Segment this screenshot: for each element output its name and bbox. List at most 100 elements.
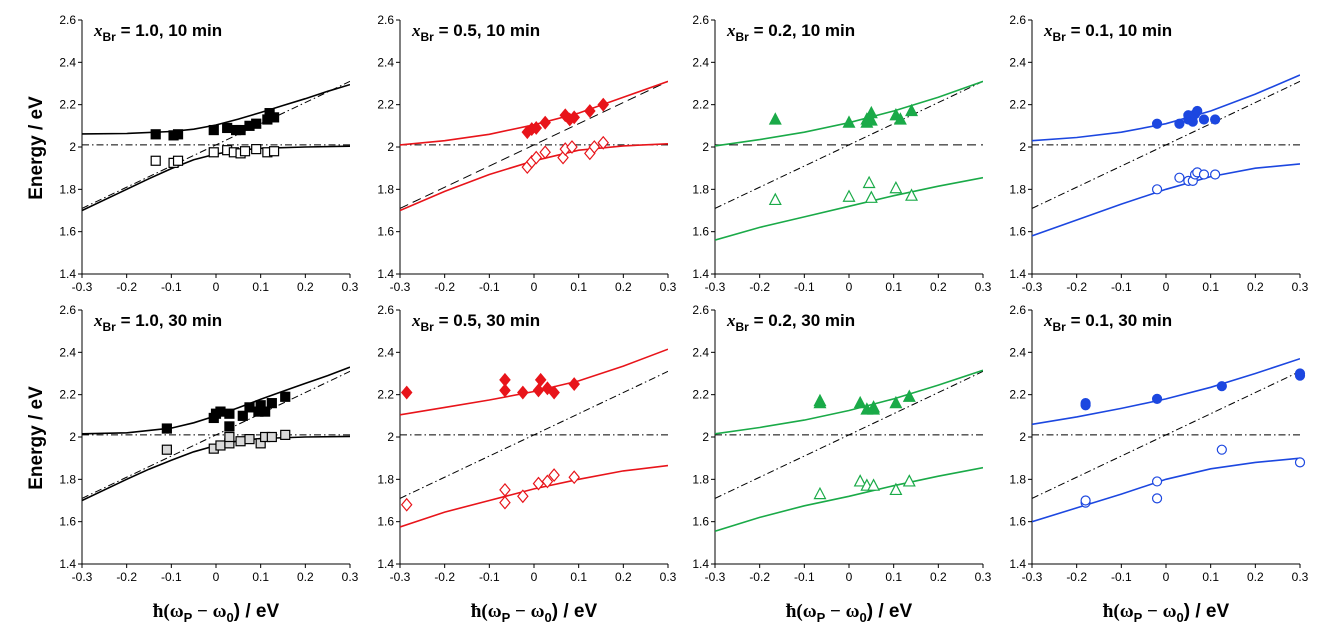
panel-title-text: = 0.5, 30 min [434, 311, 540, 330]
panel-3: 1.4 1.6 1.8 2 2.2 2.4 2.6 -0.3 -0.2 -0.1 0 0.1 0.2 0.… [692, 13, 991, 294]
panel-title: xBr = 0.1, 10 min [1043, 21, 1172, 44]
x-tick-label: 0.1 [252, 570, 269, 584]
panel-title-symbol: x [411, 311, 421, 330]
y-tick-label: 2.4 [59, 345, 76, 359]
panel-title-text: = 0.5, 10 min [434, 21, 540, 40]
x-tick-label: 0.1 [570, 570, 587, 584]
upper-polariton-point [1294, 368, 1306, 379]
photon-mode-line [400, 80, 668, 209]
upper-polariton-point [235, 124, 246, 136]
upper-polariton-point [1198, 114, 1210, 125]
x-tick-label: 0.1 [570, 280, 587, 294]
y-tick-label: 2.6 [692, 303, 709, 317]
x-axis-label: ħ(ωP − ω0) / eV [153, 601, 280, 625]
x-axis-label: ħ(ωP − ω0) / eV [1103, 601, 1230, 625]
photon-mode-line [1032, 370, 1300, 499]
panel-title-text: = 1.0, 30 min [116, 311, 222, 330]
x-tick-label: 0.1 [885, 280, 902, 294]
upper-polariton-point [1210, 114, 1221, 125]
y-tick-label: 2.4 [377, 55, 394, 69]
upper-polariton-point [1216, 381, 1227, 392]
y-tick-label: 1.6 [1009, 225, 1026, 239]
x-tick-label: 0 [531, 570, 538, 584]
x-tick-label: 0.2 [930, 280, 947, 294]
lower-polariton-fit [715, 466, 983, 532]
lower-polariton-point [568, 470, 580, 485]
lower-polariton-point [499, 495, 511, 510]
upper-polariton-fit [715, 80, 983, 147]
y-tick-label: 2.4 [59, 55, 76, 69]
panel-title-symbol: x [411, 21, 421, 40]
upper-polariton-point [889, 395, 903, 409]
upper-polariton-point [237, 410, 248, 421]
y-tick-label: 1.4 [692, 557, 709, 571]
upper-polariton-point [224, 408, 235, 419]
upper-polariton-point [1151, 393, 1163, 404]
x-tick-label: 0.1 [885, 570, 902, 584]
panel-grid: 1.4 1.6 1.8 2 2.2 2.4 2.6 -0.3 -0.2 -0.1 0 0.1 0.2 0.… [59, 13, 1308, 625]
upper-polariton-point [568, 110, 580, 125]
lower-polariton-point [867, 478, 881, 491]
y-tick-label: 2.6 [377, 13, 394, 27]
upper-polariton-point [1080, 398, 1091, 409]
panel-7: 1.4 1.6 1.8 2 2.2 2.4 2.6 -0.3 -0.2 -0.1 0 0.1 0.2 0.… [692, 303, 991, 584]
photon-mode-line [82, 80, 350, 209]
x-axis-label: ħ(ωP − ω0) / eV [471, 601, 598, 625]
upper-polariton-point [266, 398, 277, 409]
lower-polariton-point [172, 155, 184, 166]
y-tick-label: 2.6 [59, 13, 76, 27]
x-tick-label: 0 [1163, 570, 1170, 584]
x-axis-label: ħ(ωP − ω0) / eV [786, 601, 913, 625]
lower-polariton-fit [1032, 457, 1300, 523]
panel-title-symbol: x [726, 311, 736, 330]
panel-title-subscript: Br [736, 320, 750, 334]
upper-polariton-fit [400, 80, 668, 146]
upper-polariton-point [867, 402, 881, 415]
panel-title-symbol: x [93, 21, 103, 40]
y-tick-label: 2.4 [692, 55, 709, 69]
x-tick-label: 0.2 [1247, 570, 1264, 584]
lower-polariton-fit [715, 176, 983, 241]
y-tick-label: 1.8 [1009, 182, 1026, 196]
lower-polariton-point [1151, 476, 1163, 487]
x-tick-label: -0.3 [390, 570, 411, 584]
lower-polariton-point [208, 147, 219, 158]
x-tick-label: -0.3 [72, 280, 93, 294]
lower-polariton-point [539, 145, 551, 160]
y-tick-label: 2.2 [1009, 388, 1026, 402]
y-tick-label: 2.2 [59, 98, 76, 112]
panel-6: 1.4 1.6 1.8 2 2.2 2.4 2.6 -0.3 -0.2 -0.1 0 0.1 0.2 0.… [377, 303, 676, 584]
panel-title: xBr = 0.2, 10 min [726, 21, 855, 44]
panel-title: xBr = 0.5, 30 min [411, 311, 540, 334]
y-tick-label: 1.6 [59, 515, 76, 529]
y-tick-label: 2 [387, 430, 394, 444]
photon-mode-line [82, 370, 350, 499]
lower-polariton-point [541, 474, 554, 489]
lower-polariton-point [566, 140, 578, 154]
y-tick-label: 1.4 [59, 267, 76, 281]
y-tick-label: 2 [1019, 430, 1026, 444]
y-tick-label: 2.2 [377, 388, 394, 402]
upper-polariton-point [768, 112, 782, 125]
upper-polariton-point [842, 115, 856, 128]
upper-polariton-point [499, 383, 511, 398]
photon-mode-line [715, 80, 983, 209]
x-tick-label: 0.3 [975, 570, 992, 584]
y-tick-label: 2.4 [1009, 55, 1026, 69]
panel-title-text: = 0.2, 30 min [749, 311, 855, 330]
y-tick-label: 2.6 [377, 303, 394, 317]
panel-title-symbol: x [726, 21, 736, 40]
y-tick-label: 1.8 [377, 182, 394, 196]
lower-polariton-point [268, 146, 280, 157]
x-tick-label: 0.3 [1292, 280, 1309, 294]
x-tick-label: 0.3 [975, 280, 992, 294]
y-tick-label: 1.6 [1009, 515, 1026, 529]
panel-1: 1.4 1.6 1.8 2 2.2 2.4 2.6 -0.3 -0.2 -0.1 0 0.1 0.2 0.… [59, 13, 358, 294]
lower-polariton-point [889, 482, 903, 496]
lower-polariton-fit [400, 464, 668, 528]
panel-title-subscript: Br [1053, 30, 1067, 44]
panel-title-subscript: Br [736, 30, 750, 44]
y-tick-label: 2.4 [377, 345, 394, 359]
lower-polariton-point [864, 190, 878, 203]
panel-title-subscript: Br [421, 320, 435, 334]
